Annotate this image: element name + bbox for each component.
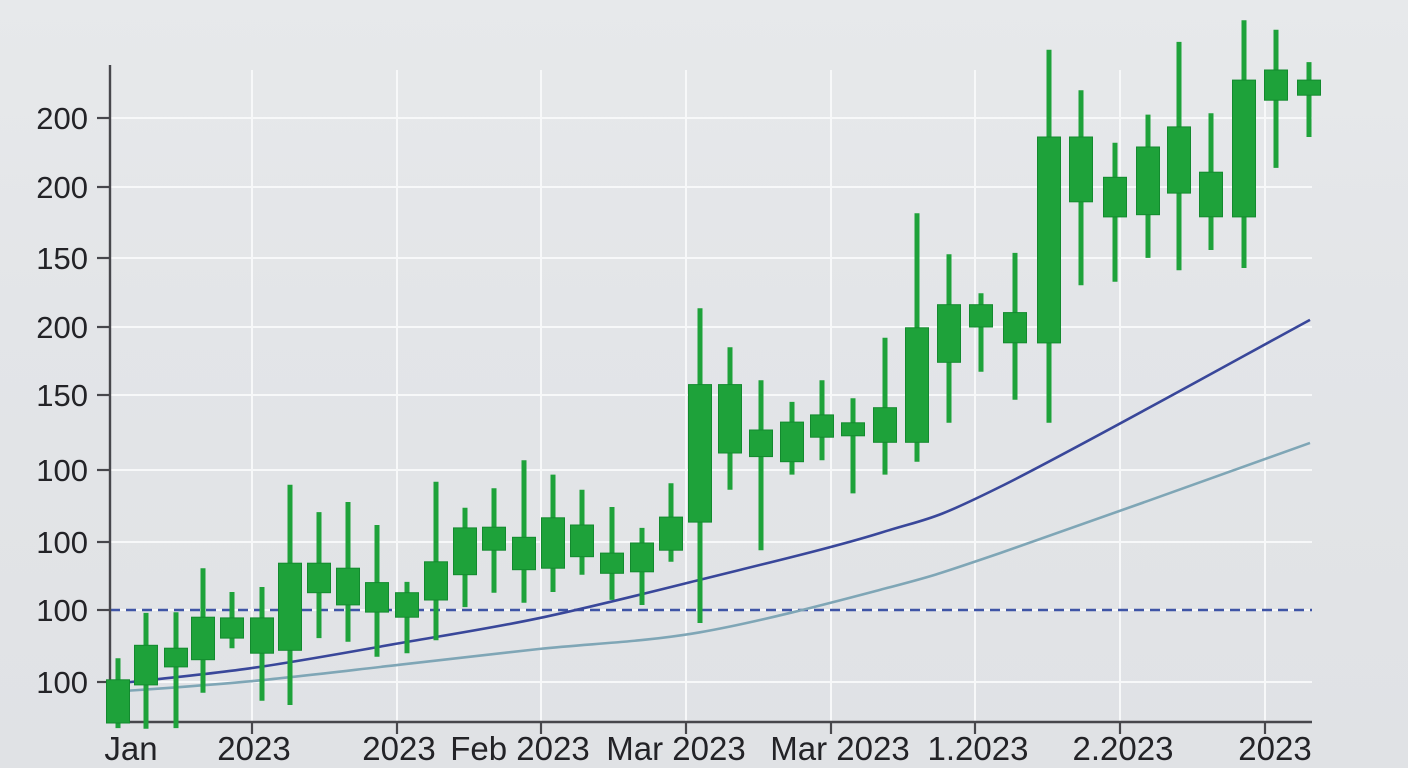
candle-body xyxy=(424,561,448,601)
y-tick-label: 150 xyxy=(36,241,88,276)
y-tick-label: 100 xyxy=(36,525,88,560)
x-tick-label: 2023 xyxy=(217,730,290,767)
x-tick-label: Jan xyxy=(104,730,157,767)
trend-line-1 xyxy=(109,318,1311,686)
y-tick-label: 200 xyxy=(36,101,88,136)
candle-body xyxy=(718,384,742,454)
candle-body xyxy=(336,567,360,606)
candle-body xyxy=(278,562,302,651)
y-tick-label: 100 xyxy=(36,453,88,488)
candle-body xyxy=(395,592,419,618)
candle-body xyxy=(250,617,274,654)
candle-body xyxy=(873,407,897,443)
candle-body xyxy=(749,429,773,458)
candle-body xyxy=(905,327,929,443)
candle-body xyxy=(570,524,594,558)
y-tick-label: 100 xyxy=(36,665,88,700)
x-tick-label: 2023 xyxy=(362,730,435,767)
candle-body xyxy=(1297,79,1321,96)
candle-body xyxy=(1136,146,1160,216)
candle-body xyxy=(541,517,565,569)
candle-body xyxy=(164,647,188,668)
candle-body xyxy=(1199,171,1223,218)
y-tick-label: 200 xyxy=(36,170,88,205)
candle-body xyxy=(969,304,993,328)
candle-body xyxy=(191,616,215,661)
candle-body xyxy=(937,304,961,363)
candle-body xyxy=(1037,136,1061,344)
candle-body xyxy=(134,644,158,686)
candle-body xyxy=(1232,79,1256,218)
candle-body xyxy=(780,421,804,463)
candle-body xyxy=(600,552,624,574)
candle-body xyxy=(453,527,477,576)
candle-body xyxy=(810,414,834,438)
x-tick-label: Mar 2023 xyxy=(770,730,909,767)
x-tick-label: Mar 2023 xyxy=(606,730,745,767)
candle-body xyxy=(1264,69,1288,101)
candle-body xyxy=(659,516,683,551)
candle-body xyxy=(307,562,331,594)
trend-line-2 xyxy=(109,441,1311,694)
candle-body xyxy=(688,384,712,523)
y-tick-label: 100 xyxy=(36,593,88,628)
x-tick-label: 2023 xyxy=(1238,730,1311,767)
candle-body xyxy=(630,542,654,573)
candle-body xyxy=(1003,312,1027,344)
candle-body xyxy=(1103,176,1127,218)
candle-body xyxy=(512,536,536,571)
y-tick-label: 150 xyxy=(36,378,88,413)
x-tick-label: 1.2023 xyxy=(928,730,1029,767)
x-tick-label: 2.2023 xyxy=(1073,730,1174,767)
candle-body xyxy=(1069,136,1093,203)
y-tick-label: 200 xyxy=(36,310,88,345)
candle-body xyxy=(1167,126,1191,194)
x-tick-label: Feb 2023 xyxy=(450,730,589,767)
candle-body xyxy=(220,617,244,639)
candle-body xyxy=(106,679,130,724)
candle-body xyxy=(365,582,389,613)
candle-body xyxy=(841,422,865,437)
candle-body xyxy=(482,526,506,551)
